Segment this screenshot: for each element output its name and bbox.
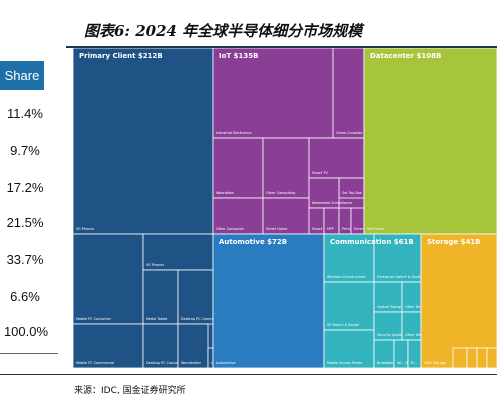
treemap-subsegment — [262, 197, 310, 235]
treemap-subsegment — [142, 269, 179, 325]
figure-title: 图表6: 2024 年全球半导体细分市场规模 — [84, 22, 363, 40]
treemap-subsegment — [420, 233, 497, 368]
treemap-subsegment — [323, 329, 375, 368]
share-value: 11.4% — [7, 106, 43, 121]
treemap-subsegment — [373, 233, 422, 283]
treemap-subsegment — [212, 233, 325, 368]
subsegment-label: Enterprise Switch & Router — [377, 275, 423, 279]
subsegment-label: Networked Surveillance — [312, 201, 352, 205]
share-column-header: Share — [0, 61, 44, 90]
subsegment-label: Smart Home — [266, 227, 287, 231]
subsegment-label: Game Consoles Fixed — [336, 131, 372, 135]
subsegment-label: Enterta... — [354, 227, 370, 231]
subsegment-label: Self-Serve — [367, 227, 384, 231]
subsegment-label: Media Tablet — [146, 317, 168, 321]
segment-label: Datacenter $108B — [370, 52, 441, 60]
share-value: 17.2% — [6, 180, 44, 195]
subsegment-label: Set Top Box — [342, 191, 362, 195]
subsegment-label: Mobile PC Commercial — [76, 361, 114, 365]
source-rule — [0, 374, 497, 375]
treemap-subsegment — [73, 233, 144, 325]
segment-label: Storage $41B — [427, 238, 481, 246]
figure-source: 来源：IDC, 国金证券研究所 — [74, 386, 186, 396]
subsegment-label: Other Networks — [405, 305, 432, 309]
treemap-subsegment — [212, 48, 334, 139]
treemap-subsegment — [142, 233, 214, 271]
treemap-subsegment — [452, 347, 468, 368]
subsegment-label: HDD Storage — [424, 361, 446, 365]
subsegment-label: SP Switch & Router — [327, 323, 360, 327]
treemap-subsegment — [466, 347, 478, 368]
treemap-subsegment — [476, 347, 488, 368]
subsegment-label: 5G Phones — [76, 227, 94, 231]
treemap-subsegment — [486, 347, 497, 368]
title-rule — [66, 46, 497, 48]
share-value: 21.5% — [6, 215, 44, 230]
subsegment-label: Wearables — [216, 191, 234, 195]
subsegment-label: Security Appliance — [377, 333, 409, 337]
subsegment-label: Desktop PC Commercial — [181, 317, 222, 321]
treemap-subsegment — [73, 48, 214, 235]
treemap-subsegment — [177, 269, 214, 325]
subsegment-label: 4G Phones — [146, 263, 164, 267]
subsegment-label: Automotive — [216, 361, 236, 365]
treemap-subsegment — [323, 233, 375, 283]
treemap-subsegment — [262, 137, 310, 199]
subsegment-label: Optical Transport Equipment — [377, 305, 426, 309]
treemap-chart: 5G Phones Mobile PC Consumer 4G Phones Medi… — [73, 48, 497, 368]
treemap-subsegment — [323, 281, 375, 331]
subsegment-label: Industrial Electronics — [216, 131, 252, 135]
treemap-subsegment — [73, 323, 144, 368]
share-value: 9.7% — [10, 143, 40, 158]
treemap-subsegment — [308, 137, 365, 179]
treemap-subsegment — [332, 48, 365, 139]
subsegment-label: Other Computing — [266, 191, 295, 195]
treemap-subsegment — [177, 323, 209, 368]
treemap-subsegment — [207, 347, 214, 368]
subsegment-label: Print... — [342, 227, 353, 231]
treemap-subsegment — [338, 177, 365, 199]
treemap-subsegment — [363, 48, 497, 235]
share-total-value: 100.0% — [3, 324, 49, 339]
treemap-svg: 5G Phones Mobile PC Consumer 4G Phones Medi… — [73, 48, 497, 368]
subsegment-label: Workstation — [181, 361, 201, 365]
share-value: 6.6% — [10, 289, 40, 304]
subsegment-label: Wireless Infrastructure — [327, 275, 365, 279]
subsegment-label: Mobile Access Points — [327, 361, 362, 365]
share-total-rule — [0, 353, 58, 354]
subsegment-label: Mobile PC Consumer — [76, 317, 112, 321]
segment-label: Communication $61B — [330, 238, 414, 246]
subsegment-label: Smart Cards — [312, 227, 333, 231]
segment-label: Primary Client $212B — [79, 52, 163, 60]
segment-label: IoT $135B — [219, 52, 258, 60]
treemap-subsegment — [212, 137, 264, 199]
segment-label: Automotive $72B — [219, 238, 287, 246]
subsegment-label: Wi... Ro... — [397, 361, 413, 365]
share-value: 33.7% — [6, 252, 44, 267]
subsegment-label: Smart TV — [312, 171, 328, 175]
subsegment-label: Ei... — [411, 361, 417, 365]
subsegment-label: Other Wireless — [405, 333, 430, 337]
subsegment-label: Desktop PC Consumer — [146, 361, 184, 365]
subsegment-label: HPP — [327, 227, 334, 231]
treemap-subsegment — [142, 323, 179, 368]
subsegment-label: Other Consumer — [216, 227, 245, 231]
